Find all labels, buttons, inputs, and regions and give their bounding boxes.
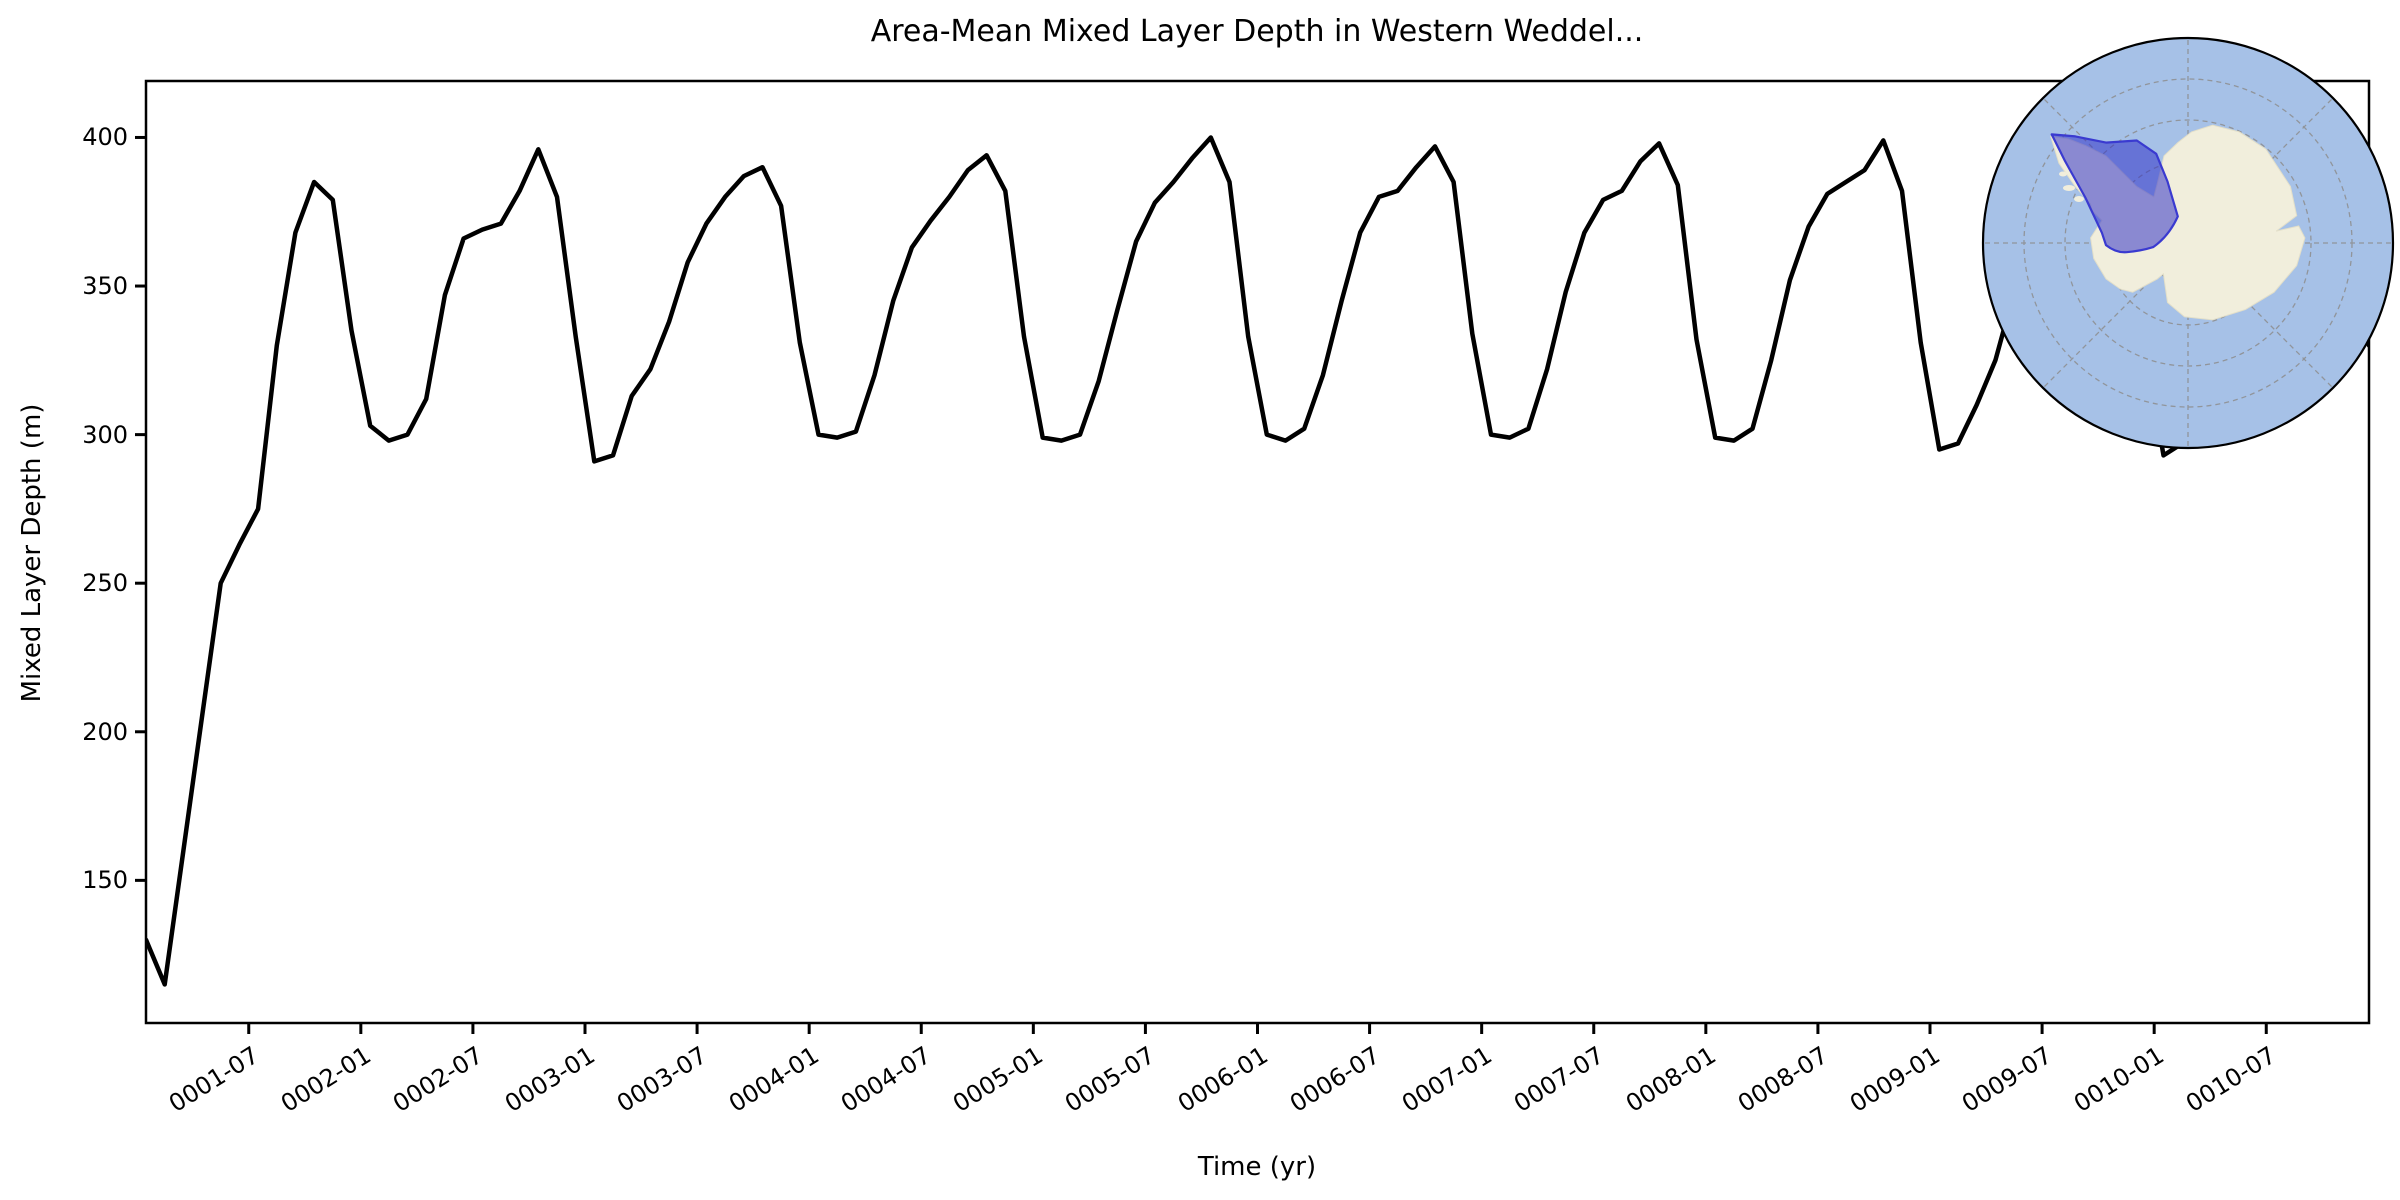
axes-frame <box>144 79 2371 1025</box>
y-tick-label: 150 <box>82 866 128 895</box>
inset-highlighted-region-western-weddell <box>2050 133 2179 254</box>
y-tick-label: 400 <box>82 123 128 152</box>
y-tick-label: 350 <box>82 272 128 301</box>
antarctica-inset-map <box>1981 36 2395 450</box>
inset-islands <box>2059 171 2084 202</box>
y-tick-label: 250 <box>82 569 128 598</box>
y-axis-title: Mixed Layer Depth (m) <box>17 403 47 703</box>
y-tick-label: 200 <box>82 717 128 746</box>
inset-map-boundary <box>1981 36 2395 450</box>
chart-title: Area-Mean Mixed Layer Depth in Western W… <box>870 14 1644 49</box>
x-axis-title: Time (yr) <box>1197 1152 1317 1182</box>
y-tick-label: 300 <box>82 420 128 449</box>
mixed-layer-depth-line <box>146 120 2369 987</box>
